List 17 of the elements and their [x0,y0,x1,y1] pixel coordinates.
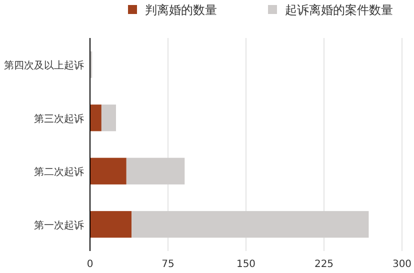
y-tick-label: 第四次及以上起诉 [4,60,84,72]
x-tick-label: 150 [236,259,256,270]
legend-label: 起诉离婚的案件数量 [285,3,393,17]
bar [132,211,369,238]
y-tick-label: 第一次起诉 [34,219,84,232]
bar [101,104,116,132]
x-tick-label: 300 [392,259,412,270]
x-tick-label: 0 [86,259,94,270]
bar [90,211,132,238]
y-tick-label: 第二次起诉 [34,166,84,178]
bar [126,158,185,184]
x-tick-label: 75 [162,259,174,270]
legend-label: 判离婚的数量 [145,3,217,17]
bar [90,104,102,132]
bar [90,158,126,184]
y-tick-label: 第三次起诉 [34,112,84,125]
x-tick-label: 225 [314,259,334,270]
